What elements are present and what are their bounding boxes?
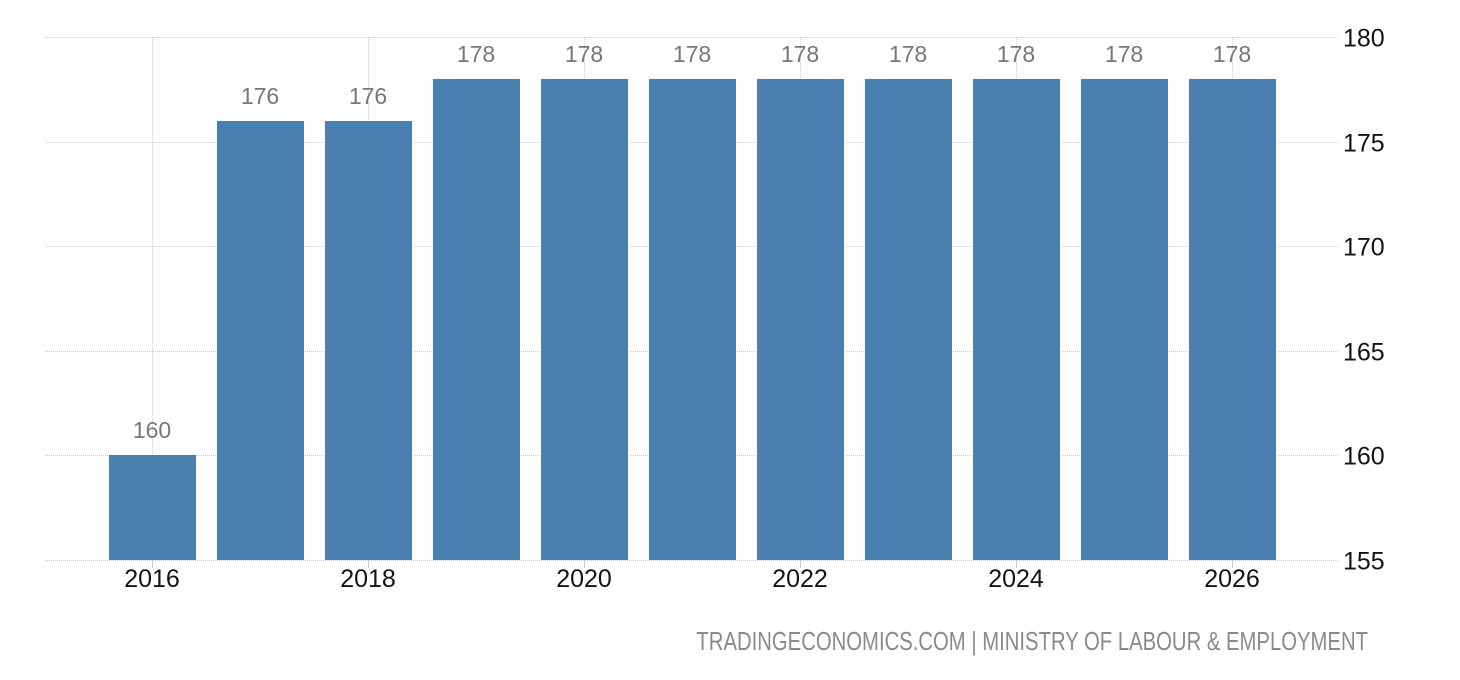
bar-2017[interactable] (216, 120, 304, 560)
bar-2024[interactable] (972, 78, 1060, 560)
bar-2018[interactable] (324, 120, 412, 560)
bar-2016[interactable] (108, 455, 196, 560)
bar-value-label-2022: 178 (780, 40, 820, 67)
bar-2022[interactable] (756, 78, 844, 560)
x-axis-tick (368, 560, 369, 568)
bar-value-label-2026: 178 (1212, 40, 1252, 67)
x-axis-label: 2020 (556, 565, 612, 593)
bar-value-label-2019: 178 (456, 40, 496, 67)
bar-2020[interactable] (540, 78, 628, 560)
bar-value-label-2016: 160 (132, 417, 172, 444)
bar-2021[interactable] (648, 78, 736, 560)
x-axis-label: 2016 (124, 565, 180, 593)
gridline-horizontal (45, 560, 1338, 561)
bar-value-label-2020: 178 (564, 40, 604, 67)
y-axis-label: 160 (1343, 442, 1385, 471)
bar-value-label-2025: 178 (1104, 40, 1144, 67)
x-axis-tick (1232, 560, 1233, 568)
bar-2026[interactable] (1188, 78, 1276, 560)
plot-area: 160 176 176 178 178 178 178 178 178 178 178 (45, 37, 1338, 561)
bar-value-label-2024: 178 (996, 40, 1036, 67)
bar-value-label-2023: 178 (888, 40, 928, 67)
y-axis-label: 170 (1343, 233, 1385, 262)
x-axis-tick (152, 560, 153, 568)
x-axis-label: 2018 (340, 565, 396, 593)
y-axis-label: 155 (1343, 547, 1385, 576)
x-axis-tick (1016, 560, 1017, 568)
y-axis-label: 165 (1343, 338, 1385, 367)
x-axis-tick (800, 560, 801, 568)
x-axis-label: 2026 (1204, 565, 1260, 593)
bar-value-label-2018: 176 (348, 82, 388, 109)
gridline-vertical (152, 37, 153, 560)
bar-2019[interactable] (432, 78, 520, 560)
y-axis-label: 180 (1343, 24, 1385, 53)
x-axis-label: 2024 (988, 565, 1044, 593)
bar-2025[interactable] (1080, 78, 1168, 560)
bar-value-label-2021: 178 (672, 40, 712, 67)
x-axis-tick (584, 560, 585, 568)
y-axis-label: 175 (1343, 129, 1385, 158)
gridline-horizontal (45, 37, 1338, 38)
bar-value-label-2017: 176 (240, 82, 280, 109)
bar-2023[interactable] (864, 78, 952, 560)
source-attribution: TRADINGECONOMICS.COM | MINISTRY OF LABOU… (696, 626, 1368, 656)
x-axis-label: 2022 (772, 565, 828, 593)
